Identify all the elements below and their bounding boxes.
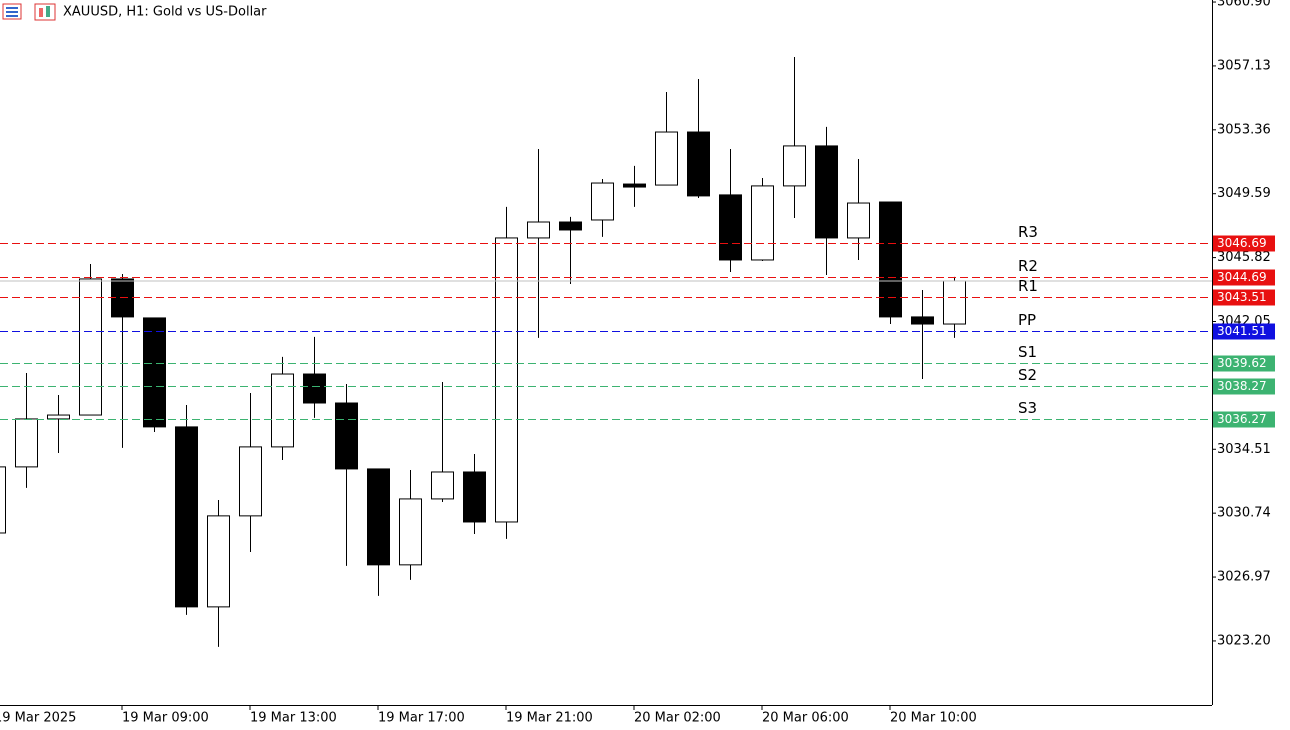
y-tick-label: 3053.36 — [1217, 122, 1271, 137]
pivot-tag — [1213, 235, 1275, 252]
y-tick-label: 3030.74 — [1217, 506, 1271, 521]
candle-body — [911, 316, 934, 325]
candle-body — [431, 471, 454, 500]
pivot-value: 3046.69 — [1217, 236, 1267, 250]
y-tick-label: 3023.20 — [1217, 633, 1271, 648]
x-tick-label: 20 Mar 02:00 — [634, 711, 721, 726]
pivot-name: R3 — [1018, 223, 1038, 241]
pivot-value: 3044.69 — [1217, 270, 1267, 284]
y-tick-label: 3045.82 — [1217, 250, 1271, 265]
toolbar-icons — [2, 3, 56, 21]
pivot-tag — [1213, 355, 1275, 372]
candle-body — [943, 280, 966, 325]
candle-body — [559, 221, 582, 231]
y-tick-label: 3060.90 — [1217, 0, 1271, 10]
candle-body — [15, 418, 38, 468]
candle-body — [0, 466, 6, 534]
candle-body — [815, 145, 838, 239]
x-tick-label: 20 Mar 10:00 — [890, 711, 977, 726]
pivot-tag — [1213, 289, 1275, 306]
pivot-tag — [1213, 378, 1275, 395]
y-tick-label: 3057.13 — [1217, 58, 1271, 73]
y-tick-label: 3034.51 — [1217, 442, 1271, 457]
pivot-name: S1 — [1018, 343, 1037, 361]
candle-body — [367, 468, 390, 566]
candle-body — [79, 278, 102, 416]
chart-title: XAUUSD, H1: Gold vs US-Dollar — [63, 5, 267, 20]
pivot-tag — [1213, 269, 1275, 286]
y-tick-label: 3049.59 — [1217, 186, 1271, 201]
candle-body — [495, 237, 518, 523]
icon-chart[interactable] — [34, 3, 56, 21]
candle-body — [591, 182, 614, 221]
pivot-name: S3 — [1018, 399, 1037, 417]
candle-body — [143, 317, 166, 428]
candle-body — [879, 201, 902, 318]
x-tick-label: 19 Mar 2025 — [0, 711, 76, 726]
candle-body — [463, 471, 486, 523]
candle-body — [687, 131, 710, 197]
candle-body — [527, 221, 550, 239]
pivot-value: 3041.51 — [1217, 324, 1267, 338]
candle-body — [623, 183, 646, 188]
candle-body — [751, 185, 774, 261]
x-tick-label: 19 Mar 17:00 — [378, 711, 465, 726]
candle-body — [847, 202, 870, 239]
x-tick-label: 19 Mar 13:00 — [250, 711, 337, 726]
candle-body — [47, 414, 70, 420]
y-tick-label: 3026.97 — [1217, 570, 1271, 585]
x-tick-label: 20 Mar 06:00 — [762, 711, 849, 726]
x-tick-label: 19 Mar 09:00 — [122, 711, 209, 726]
pivot-tag — [1213, 323, 1275, 340]
pivot-tag — [1213, 411, 1275, 428]
candle-body — [271, 373, 294, 448]
pivot-name: R1 — [1018, 277, 1038, 295]
pivot-name: S2 — [1018, 366, 1037, 384]
candle-body — [783, 145, 806, 187]
candle-body — [399, 498, 422, 566]
pivot-value: 3043.51 — [1217, 290, 1267, 304]
x-tick-label: 19 Mar 21:00 — [506, 711, 593, 726]
candle-body — [655, 131, 678, 186]
pivot-name: PP — [1018, 311, 1036, 329]
candle-body — [207, 515, 230, 608]
pivot-name: R2 — [1018, 257, 1038, 275]
pivot-value: 3036.27 — [1217, 412, 1267, 426]
candle-body — [719, 194, 742, 261]
candle-body — [175, 426, 198, 608]
pivot-value: 3038.27 — [1217, 379, 1267, 393]
candle-body — [335, 402, 358, 470]
pivot-value: 3039.62 — [1217, 356, 1267, 370]
candle-body — [239, 446, 262, 517]
candle-body — [303, 373, 326, 404]
